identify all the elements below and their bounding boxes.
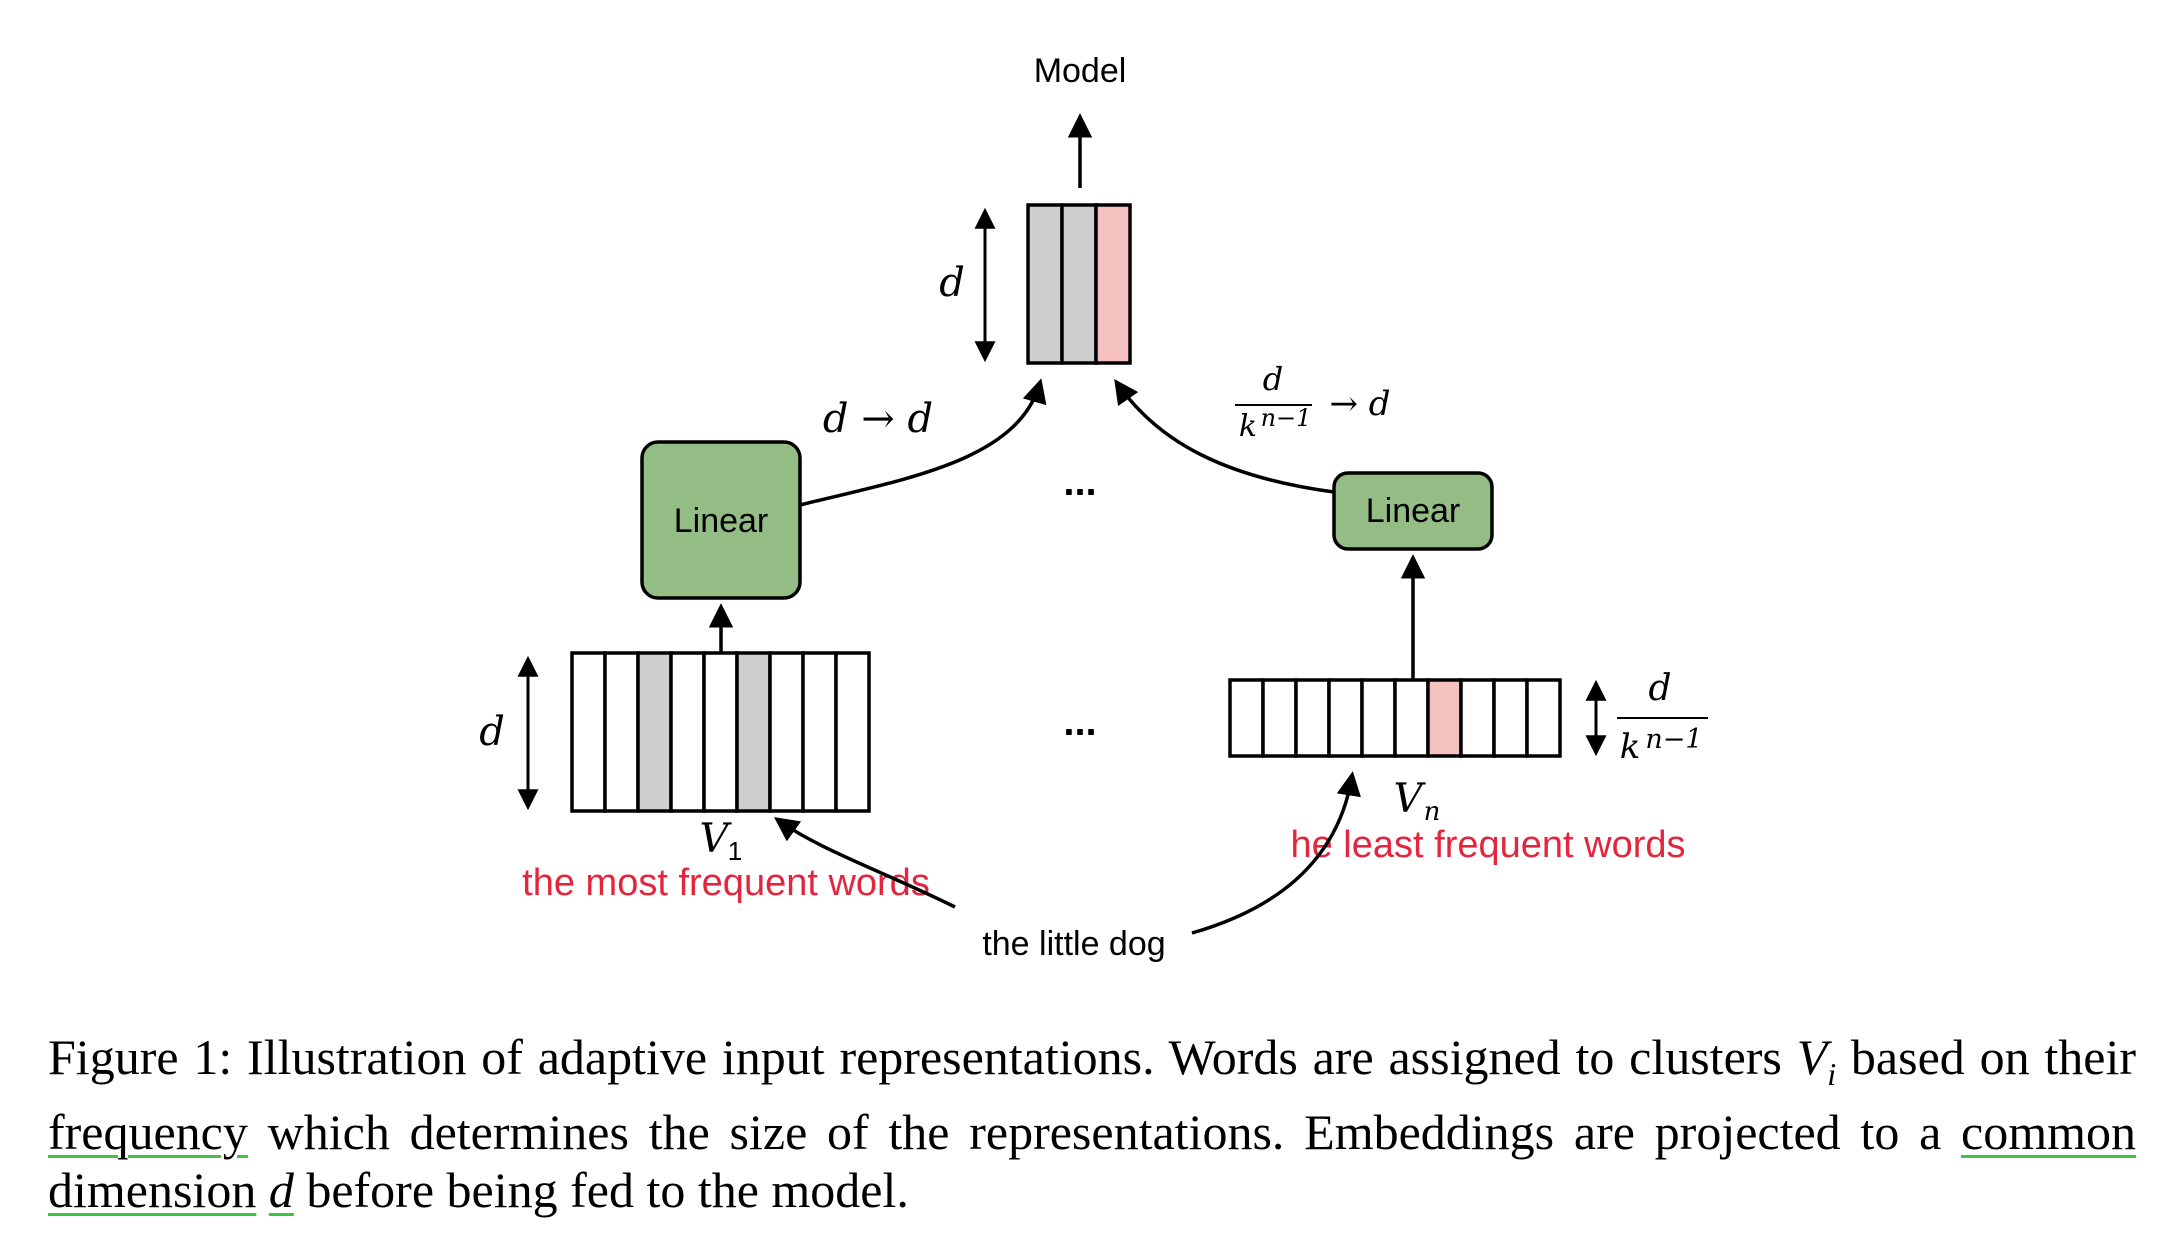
right-projection-label: d k n−1 → d — [1235, 360, 1391, 444]
embed-cell — [801, 651, 838, 813]
embed-cell — [603, 651, 640, 813]
embed-cell — [768, 651, 805, 813]
figure-caption: Figure 1: Illustration of adaptive input… — [48, 1028, 2136, 1219]
cluster-left-symbol: V — [700, 816, 733, 862]
right-annotation: he least frequent words — [1290, 824, 1685, 866]
caption-underlined-d: d — [268, 1162, 294, 1218]
caption-part3: which determines the size of the represe… — [247, 1104, 1962, 1160]
cluster-left-sub: 1 — [728, 836, 742, 866]
left-embedding — [570, 651, 871, 813]
input-text: the little dog — [982, 925, 1165, 963]
caption-part4: before being fed to the model. — [293, 1162, 909, 1218]
right-proj-den-exp: n−1 — [1261, 404, 1312, 432]
right-proj-den-base: k — [1239, 409, 1257, 444]
adaptive-input-diagram: Model d Linear Linear d → d d k n−1 → d … — [479, 52, 1708, 963]
embed-cell — [1261, 678, 1298, 758]
linear-right-label: Linear — [1366, 492, 1461, 530]
linear-left-label: Linear — [674, 502, 769, 540]
caption-underlined-common-dimension: common dimension — [48, 1104, 2136, 1218]
left-projection-arrow — [799, 378, 1047, 507]
output-cell — [1026, 203, 1064, 365]
output-cell-pink — [1094, 203, 1132, 365]
left-annotation: the most frequent words — [522, 862, 930, 904]
caption-cluster-sub: i — [1827, 1056, 1837, 1092]
right-projection-arrow — [1114, 378, 1335, 494]
embed-cell — [1228, 678, 1265, 758]
caption-space — [256, 1162, 269, 1218]
linear-box-left — [640, 440, 802, 600]
embed-cell — [1459, 678, 1496, 758]
caption-underlined-frequency: frequency — [48, 1104, 248, 1160]
linear-box-right — [1332, 471, 1494, 551]
right-embed-dim-label: d k n−1 — [1617, 668, 1708, 767]
embed-cell — [702, 651, 739, 813]
cluster-right-label: V n — [1394, 776, 1441, 827]
caption-cluster-symbol: V — [1796, 1029, 1828, 1085]
embed-cell — [1360, 678, 1397, 758]
embed-cell — [570, 651, 607, 813]
cluster-right-symbol: V — [1394, 776, 1427, 822]
output-cell — [1060, 203, 1098, 365]
caption-part2: based on their — [1836, 1029, 2137, 1085]
embed-cell-gray — [735, 651, 772, 813]
ellipsis-top: ... — [1063, 460, 1096, 504]
right-embedding — [1228, 678, 1562, 758]
embed-cell — [1327, 678, 1364, 758]
right-proj-arrow-text: → d — [1329, 384, 1390, 424]
ellipsis-bottom: ... — [1063, 700, 1096, 744]
right-dim-numerator: d — [1648, 668, 1671, 709]
embed-cell — [834, 651, 871, 813]
cluster-left-label: V 1 — [700, 816, 743, 866]
right-proj-numerator: d — [1263, 360, 1283, 398]
embed-cell-gray — [636, 651, 673, 813]
embed-cell — [1393, 678, 1430, 758]
output-dim-label: d — [939, 260, 965, 306]
right-dim-den-exp: n−1 — [1645, 724, 1702, 755]
embed-cell — [669, 651, 706, 813]
caption-prefix: Figure 1: Illustration of adaptive input… — [48, 1029, 1797, 1085]
left-projection-label: d → d — [823, 396, 933, 442]
model-label: Model — [1034, 52, 1127, 90]
output-vector — [1026, 203, 1132, 365]
right-dim-den-base: k — [1620, 727, 1641, 767]
cluster-right-sub: n — [1424, 797, 1441, 827]
input-to-left-arrow — [774, 817, 956, 909]
embed-cell — [1525, 678, 1562, 758]
embed-cell-pink — [1426, 678, 1463, 758]
embed-cell — [1492, 678, 1529, 758]
left-embed-dim-label: d — [479, 709, 505, 755]
embed-cell — [1294, 678, 1331, 758]
input-to-right-arrow — [1191, 771, 1361, 935]
